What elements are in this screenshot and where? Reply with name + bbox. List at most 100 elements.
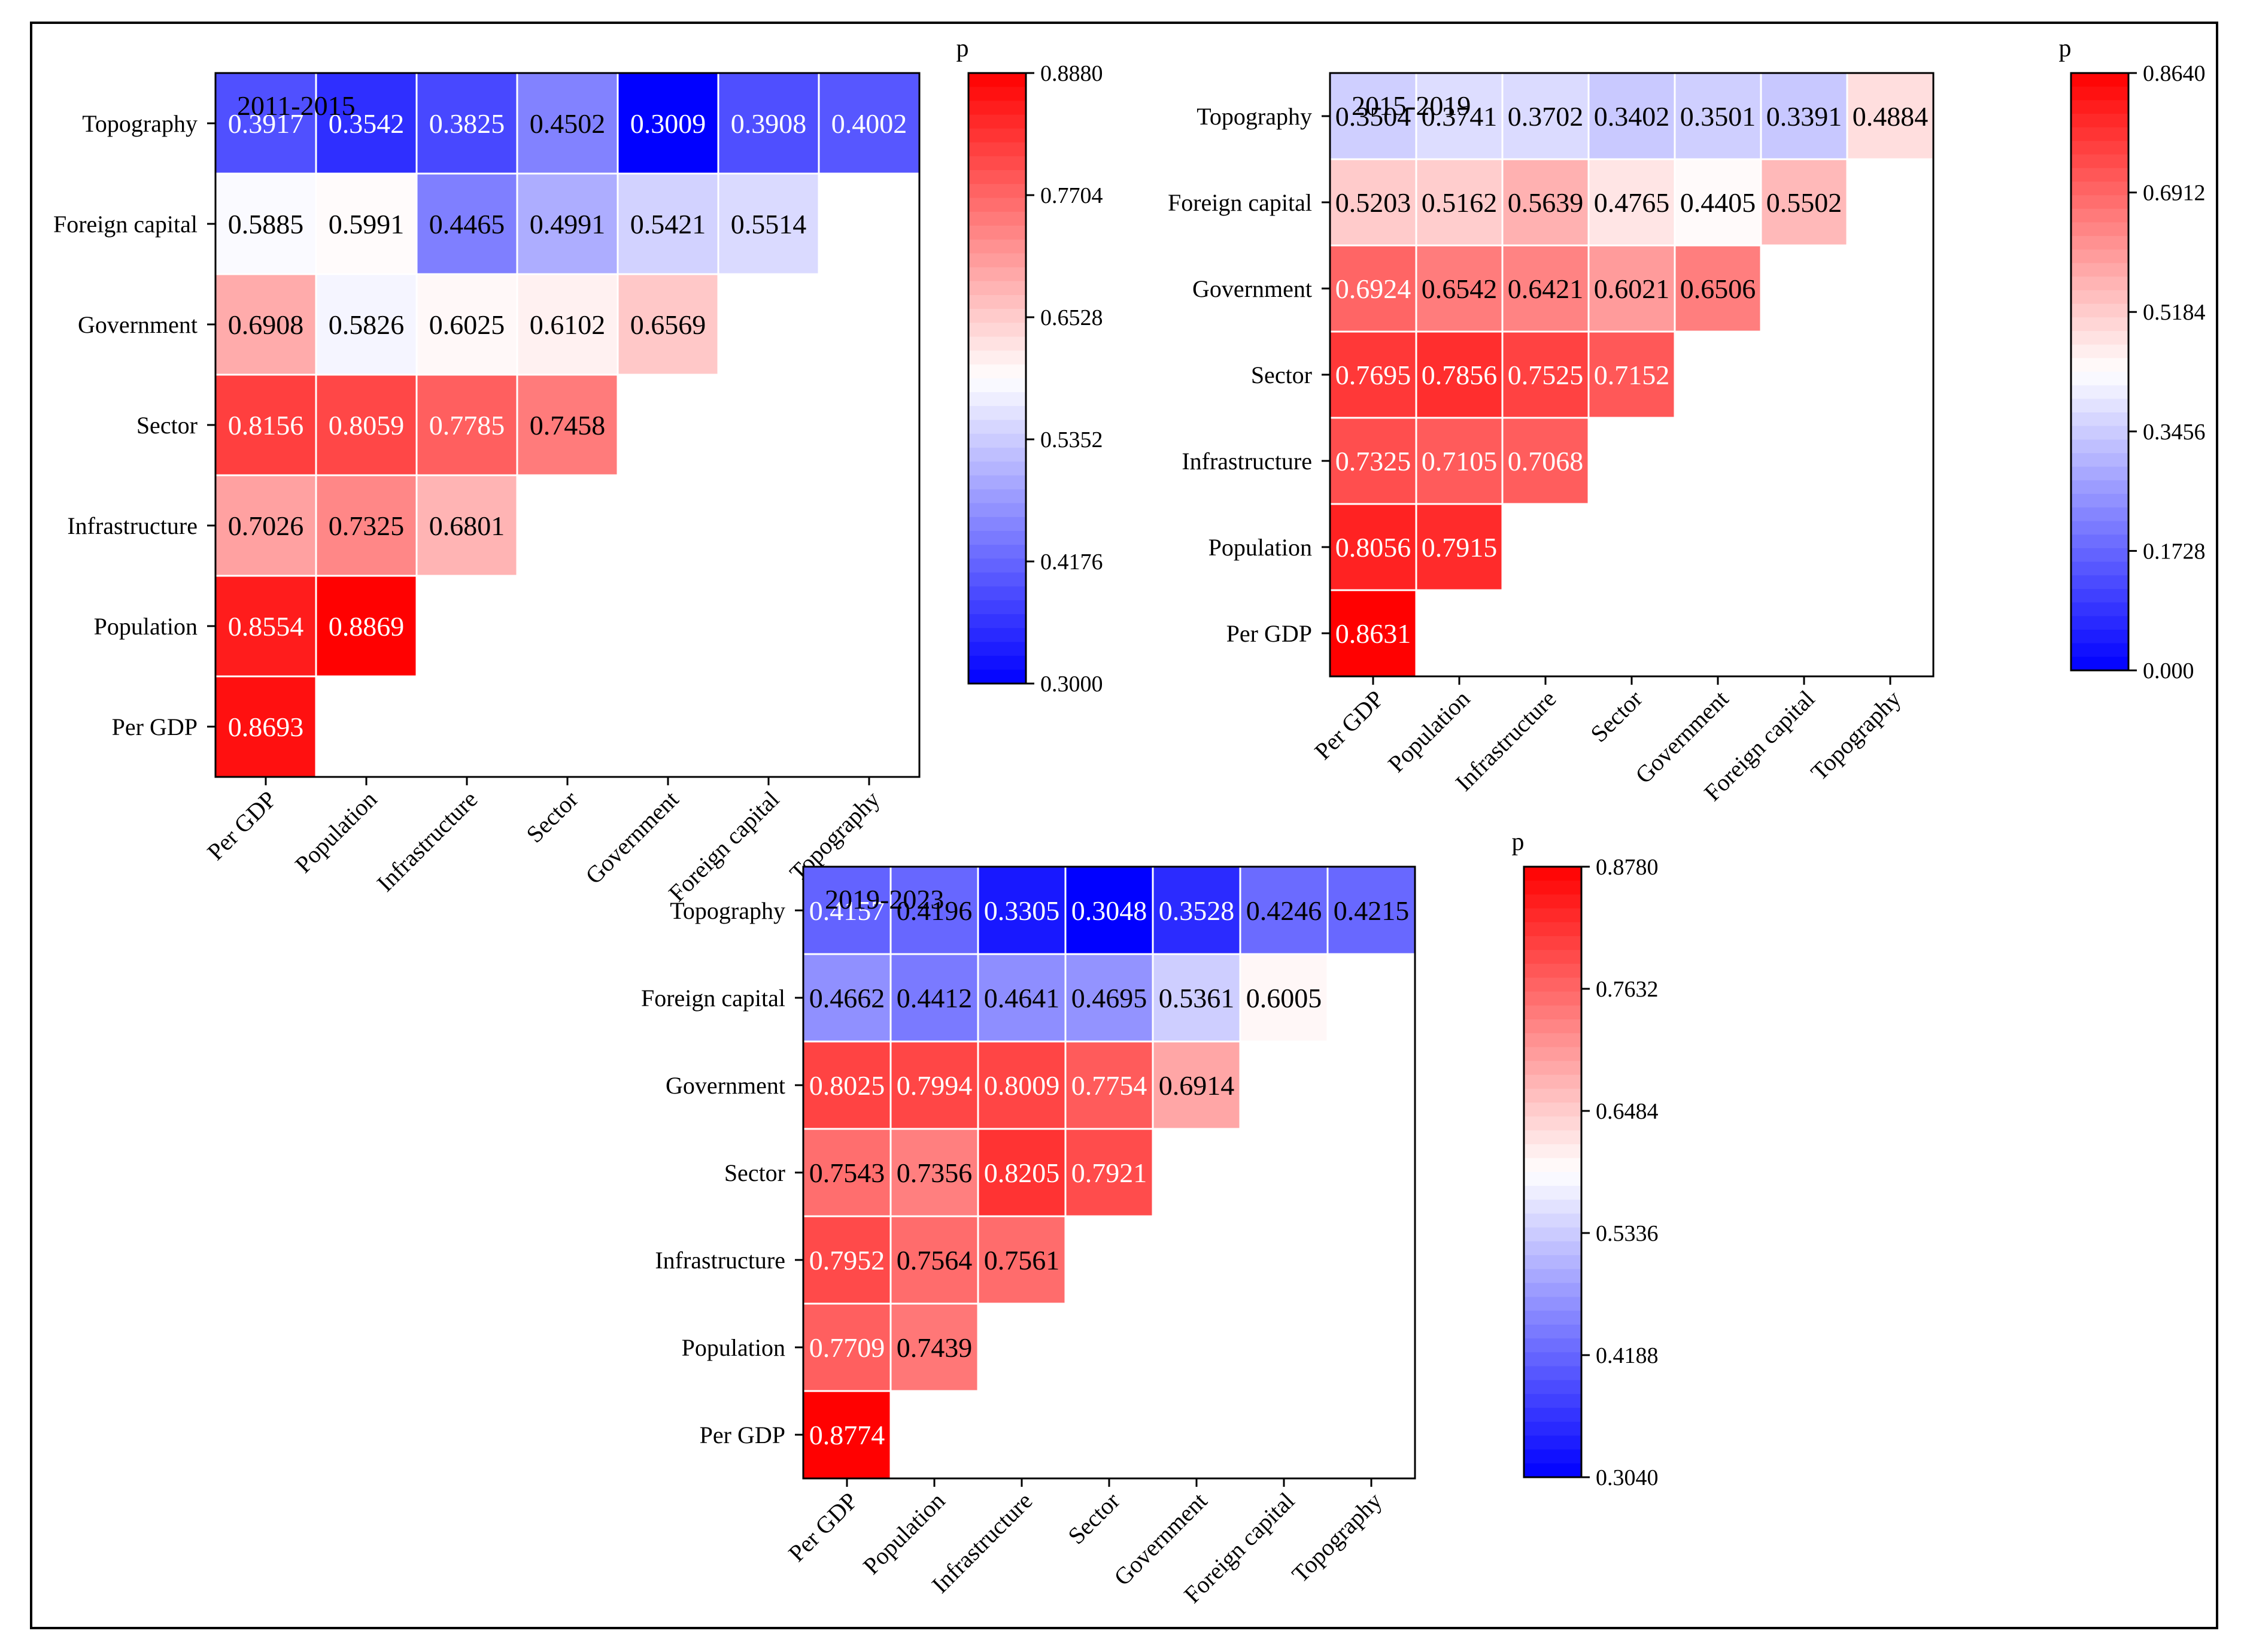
colorbar-segment <box>2071 466 2128 481</box>
colorbar-title: p <box>1512 828 1525 856</box>
cell-value-label: 0.3305 <box>984 895 1060 926</box>
colorbar-segment <box>968 628 1026 643</box>
heatmap-cell <box>802 953 892 1043</box>
cell-value-label: 0.4002 <box>831 108 907 139</box>
colorbar-segment <box>2071 439 2128 454</box>
colorbar-segment <box>1524 1352 1581 1367</box>
cell-value-label: 0.6021 <box>1594 274 1670 304</box>
colorbar-tick-label: 0.6484 <box>1596 1099 1659 1124</box>
x-tick-label-sector: Sector <box>521 786 583 848</box>
colorbar-tick-label: 0.6912 <box>2143 181 2206 206</box>
colorbar-segment <box>2071 127 2128 142</box>
colorbar-segment <box>1524 1088 1581 1103</box>
colorbar-segment <box>1524 1103 1581 1117</box>
heatmap-cell <box>315 474 418 577</box>
colorbar-tick-label: 0.3000 <box>1040 672 1103 697</box>
colorbar-segment <box>968 267 1026 282</box>
y-tick-label-government: Government <box>78 311 198 338</box>
colorbar-segment <box>1524 1130 1581 1145</box>
colorbar-segment <box>1524 1213 1581 1228</box>
heatmap-cell <box>1760 72 1848 160</box>
colorbar-segment <box>1524 1463 1581 1478</box>
cell-value-label: 0.7915 <box>1422 532 1498 563</box>
colorbar-segment <box>968 406 1026 421</box>
heatmap-cell <box>1415 244 1504 333</box>
colorbar-segment <box>2071 588 2128 603</box>
heatmap-cell <box>1415 330 1504 419</box>
heatmap-cell <box>1064 953 1154 1043</box>
heatmap-panel-2019-2023: 0.8774 0.7709 0.7439 0.7952 0.7564 0.7561 0.75… <box>641 828 1659 1608</box>
cell-value-label: 0.6924 <box>1335 274 1411 304</box>
cell-value-label: 0.3402 <box>1594 101 1670 132</box>
y-tick-label-foreign-capital: Foreign capital <box>53 211 198 238</box>
cell-value-label: 0.3048 <box>1071 895 1147 926</box>
colorbar-segment <box>1524 1435 1581 1450</box>
colorbar-segment <box>1524 1172 1581 1186</box>
x-tick-label-topography: Topography <box>1286 1487 1387 1588</box>
colorbar-segment <box>968 461 1026 476</box>
colorbar-segment <box>968 642 1026 657</box>
colorbar-segment <box>1524 991 1581 1006</box>
colorbar-segment <box>1524 1186 1581 1200</box>
heatmap-cell <box>214 273 317 376</box>
cell-value-label: 0.3908 <box>731 108 807 139</box>
colorbar-segment <box>1524 1283 1581 1298</box>
cell-value-label: 0.7026 <box>228 511 304 541</box>
cell-value-label: 0.8554 <box>228 611 304 642</box>
panel-title: 2015-2019 <box>1352 90 1471 121</box>
colorbar-segment <box>1524 950 1581 964</box>
heatmap-cell <box>889 953 979 1043</box>
colorbar-segment <box>968 170 1026 185</box>
colorbar-segment <box>968 392 1026 406</box>
heatmap-panel-2011-2015: 0.8693 0.8554 0.8869 0.7026 0.7325 0.6801 0.81… <box>53 35 1103 907</box>
colorbar-segment <box>968 655 1026 670</box>
heatmap-cell <box>1674 158 1762 247</box>
heatmap-cell <box>315 172 418 275</box>
x-tick-label-government: Government <box>580 786 684 889</box>
colorbar-segment <box>2071 330 2128 345</box>
cell-value-label: 0.3741 <box>1422 101 1498 132</box>
colorbar-segment <box>2071 290 2128 305</box>
colorbar-segment <box>968 336 1026 351</box>
colorbar-segment <box>1524 977 1581 992</box>
cell-value-label: 0.6569 <box>630 309 706 340</box>
cell-value-label: 0.8693 <box>228 712 304 742</box>
y-tick-label-infrastructure: Infrastructure <box>67 512 198 539</box>
colorbar-segment <box>1524 1366 1581 1381</box>
colorbar-segment <box>968 253 1026 268</box>
colorbar-segment <box>2071 86 2128 101</box>
cell-value-label: 0.7564 <box>897 1245 973 1276</box>
colorbar-segment <box>968 73 1026 87</box>
colorbar-segment <box>1524 1144 1581 1159</box>
cell-value-label: 0.7152 <box>1594 360 1670 390</box>
colorbar-segment <box>1524 1338 1581 1353</box>
colorbar-segment <box>968 364 1026 379</box>
colorbar-segment <box>1524 936 1581 950</box>
cell-value-label: 0.8056 <box>1335 532 1411 563</box>
cell-value-label: 0.7325 <box>1335 446 1411 476</box>
cell-value-label: 0.8009 <box>984 1070 1060 1101</box>
colorbar-segment <box>2071 100 2128 114</box>
colorbar-segment <box>2071 249 2128 264</box>
cell-value-label: 0.7105 <box>1422 446 1498 476</box>
colorbar-segment <box>1524 1422 1581 1437</box>
colorbar-segment <box>968 378 1026 393</box>
y-tick-label-foreign-capital: Foreign capital <box>1168 189 1312 216</box>
cell-value-label: 0.6506 <box>1680 274 1756 304</box>
colorbar-segment <box>1524 1005 1581 1020</box>
colorbar-segment <box>968 128 1026 143</box>
cell-value-label: 0.4412 <box>897 983 973 1013</box>
colorbar-segment <box>968 350 1026 365</box>
y-tick-label-infrastructure: Infrastructure <box>1182 448 1312 475</box>
colorbar-segment <box>1524 1449 1581 1464</box>
heatmap-panel-2015-2019: 0.8631 0.8056 0.7915 0.7325 0.7105 0.7068 0.76… <box>1168 35 2206 806</box>
colorbar-segment <box>968 226 1026 240</box>
heatmap-cell <box>1760 158 1848 247</box>
cell-value-label: 0.8869 <box>329 611 405 642</box>
heatmap-cell <box>1415 503 1504 591</box>
colorbar-segment <box>1524 1047 1581 1062</box>
colorbar-segment <box>2071 114 2128 128</box>
cell-value-label: 0.7439 <box>897 1332 973 1363</box>
heatmap-cell <box>315 373 418 476</box>
